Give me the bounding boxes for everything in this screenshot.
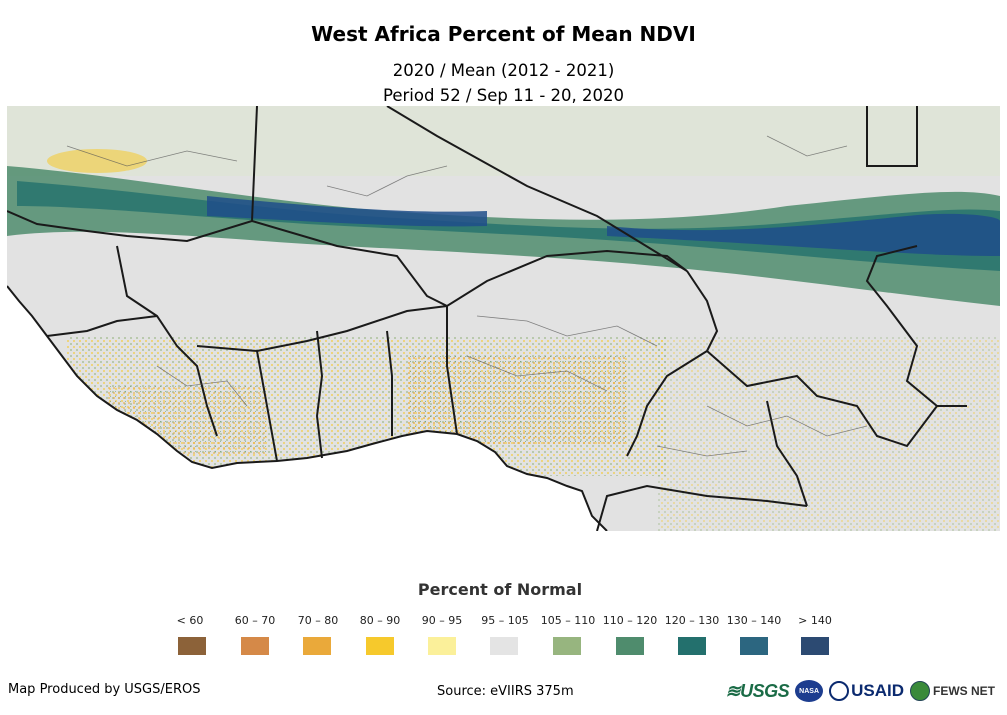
legend-label-95-105: 95 – 105: [481, 614, 529, 627]
legend-swatch-lt60: [178, 637, 206, 655]
legend-label-60-70: 60 – 70: [234, 614, 276, 627]
legend-swatch-130-140: [740, 637, 768, 655]
country-borders: [7, 106, 967, 531]
legend-label-110-120: 110 – 120: [602, 614, 658, 627]
admin-borders: [66, 135, 868, 457]
legend-label-105-110: 105 – 110: [540, 614, 596, 627]
legend-swatch-95-105: [490, 637, 518, 655]
fews-net-logo: FEWS NET: [910, 681, 995, 701]
legend-label-130-140: 130 – 140: [726, 614, 782, 627]
legend-label-lt60: < 60: [176, 614, 204, 627]
usgs-logo: ≋USGS: [725, 680, 790, 701]
usaid-logo-text: USAID: [851, 681, 904, 700]
legend-label-70-80: 70 – 80: [297, 614, 339, 627]
usaid-logo: USAID: [829, 681, 904, 701]
legend-swatch-60-70: [241, 637, 269, 655]
ndvi-map: [7, 106, 1000, 531]
legend-label-90-95: 90 – 95: [421, 614, 463, 627]
legend-label-80-90: 80 – 90: [359, 614, 401, 627]
map-title: West Africa Percent of Mean NDVI: [311, 22, 696, 46]
produced-by-credit: Map Produced by USGS/EROS: [8, 682, 201, 697]
legend-title: Percent of Normal: [417, 580, 583, 599]
map-subtitle-period-comparison: 2020 / Mean (2012 - 2021): [392, 61, 615, 80]
legend-swatch-70-80: [303, 637, 331, 655]
partner-logos: ≋USGS NASA USAID FEWS NET: [725, 676, 995, 706]
legend-label-gt140: > 140: [798, 614, 832, 627]
globe-icon: [910, 681, 930, 701]
fews-net-logo-text: FEWS NET: [933, 684, 995, 698]
legend-swatch-120-130: [678, 637, 706, 655]
legend-swatch-80-90: [366, 637, 394, 655]
legend-swatch-110-120: [616, 637, 644, 655]
data-source-credit: Source: eVIIRS 375m: [437, 684, 574, 699]
legend-swatch-105-110: [553, 637, 581, 655]
legend-swatch-gt140: [801, 637, 829, 655]
legend-swatch-90-95: [428, 637, 456, 655]
nasa-logo: NASA: [795, 680, 824, 702]
map-subtitle-dekad: Period 52 / Sep 11 - 20, 2020: [383, 86, 624, 105]
usaid-seal-icon: [829, 681, 850, 701]
legend-label-120-130: 120 – 130: [664, 614, 720, 627]
